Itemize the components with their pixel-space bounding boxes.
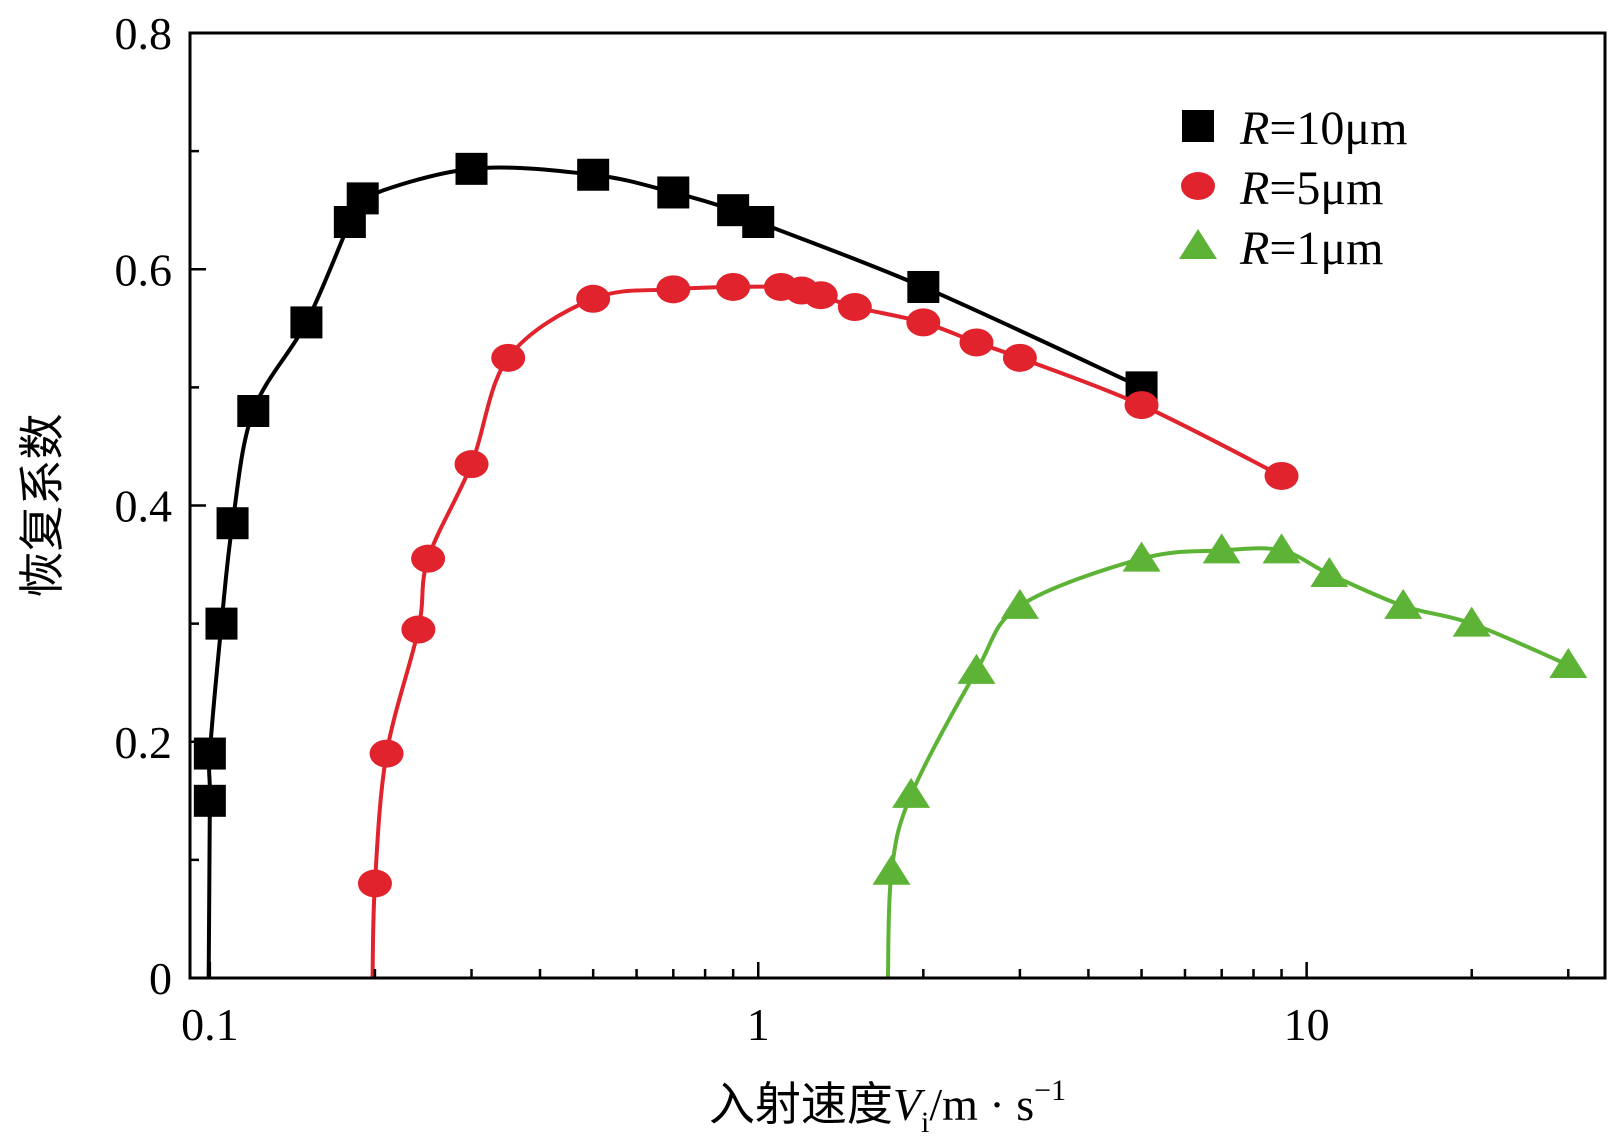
x-axis-label: 入射速度Vi/m · s−1 xyxy=(709,1074,1066,1139)
x-tick-label: 1 xyxy=(747,999,770,1050)
y-tick-label: 0.6 xyxy=(115,244,173,295)
legend-label: R=5μm xyxy=(1239,162,1383,215)
legend-label-var: R xyxy=(1239,222,1269,275)
data-point xyxy=(1264,461,1299,490)
data-point xyxy=(237,395,270,427)
data-point xyxy=(346,182,379,215)
legend-marker xyxy=(1181,172,1215,200)
data-point xyxy=(216,507,249,540)
data-point xyxy=(1124,391,1159,420)
legend-label-var: R xyxy=(1239,162,1269,215)
data-point xyxy=(656,275,691,304)
legend-marker xyxy=(1179,229,1217,259)
x-axis-label-var: V xyxy=(893,1079,926,1130)
data-point xyxy=(1002,343,1037,372)
legend-label-rest: =10μm xyxy=(1269,102,1407,155)
data-point xyxy=(657,176,690,209)
data-point xyxy=(576,284,611,313)
data-point xyxy=(455,152,488,185)
data-point xyxy=(193,784,226,817)
data-point xyxy=(411,544,446,573)
series-2 xyxy=(872,533,1588,979)
legend-label: R=1μm xyxy=(1239,222,1383,275)
data-point xyxy=(1122,541,1161,572)
data-point xyxy=(959,328,994,357)
y-tick-label: 0.8 xyxy=(115,8,173,59)
data-point xyxy=(1262,533,1301,564)
data-point xyxy=(401,615,436,644)
data-point xyxy=(1452,606,1491,637)
data-point xyxy=(892,777,931,808)
x-axis-label-unit: /m · s xyxy=(929,1079,1034,1130)
data-point xyxy=(716,272,751,301)
y-tick-label: 0.2 xyxy=(115,717,173,768)
x-axis-label-main: 入射速度 xyxy=(709,1079,893,1130)
data-point xyxy=(290,306,323,339)
data-point xyxy=(454,450,489,479)
y-tick-label: 0 xyxy=(149,953,172,1004)
y-tick-label: 0.4 xyxy=(115,481,173,532)
data-point xyxy=(491,343,526,372)
series-1 xyxy=(357,272,1299,979)
data-point xyxy=(872,854,911,885)
x-axis-label-sub: i xyxy=(921,1106,929,1139)
legend-label-var: R xyxy=(1239,102,1269,155)
data-point xyxy=(957,653,996,684)
y-axis-label: 恢复系数 xyxy=(17,414,68,598)
data-point xyxy=(1384,588,1423,619)
ticks-layer: 0.1 1 10 0 0.2 0.4 0.6 0.8 xyxy=(115,8,1570,1050)
data-point xyxy=(906,308,941,337)
legend-label-rest: =1μm xyxy=(1269,222,1383,275)
data-point xyxy=(369,739,404,768)
data-point xyxy=(357,869,392,898)
x-tick-label: 10 xyxy=(1284,999,1330,1050)
data-point xyxy=(907,270,940,303)
data-point xyxy=(837,293,872,322)
data-point xyxy=(205,607,238,640)
x-tick-label: 0.1 xyxy=(181,999,239,1050)
data-point xyxy=(742,206,775,238)
legend-label-rest: =5μm xyxy=(1269,162,1383,215)
legend-marker xyxy=(1182,110,1214,142)
data-point xyxy=(1000,588,1039,619)
series-layer xyxy=(193,152,1588,979)
data-point xyxy=(1310,557,1349,588)
legend-label: R=10μm xyxy=(1239,102,1407,155)
x-axis-label-sup: −1 xyxy=(1034,1074,1066,1107)
data-point xyxy=(577,158,610,191)
data-point xyxy=(803,281,838,310)
data-point xyxy=(1549,647,1588,678)
data-point xyxy=(1202,533,1241,564)
